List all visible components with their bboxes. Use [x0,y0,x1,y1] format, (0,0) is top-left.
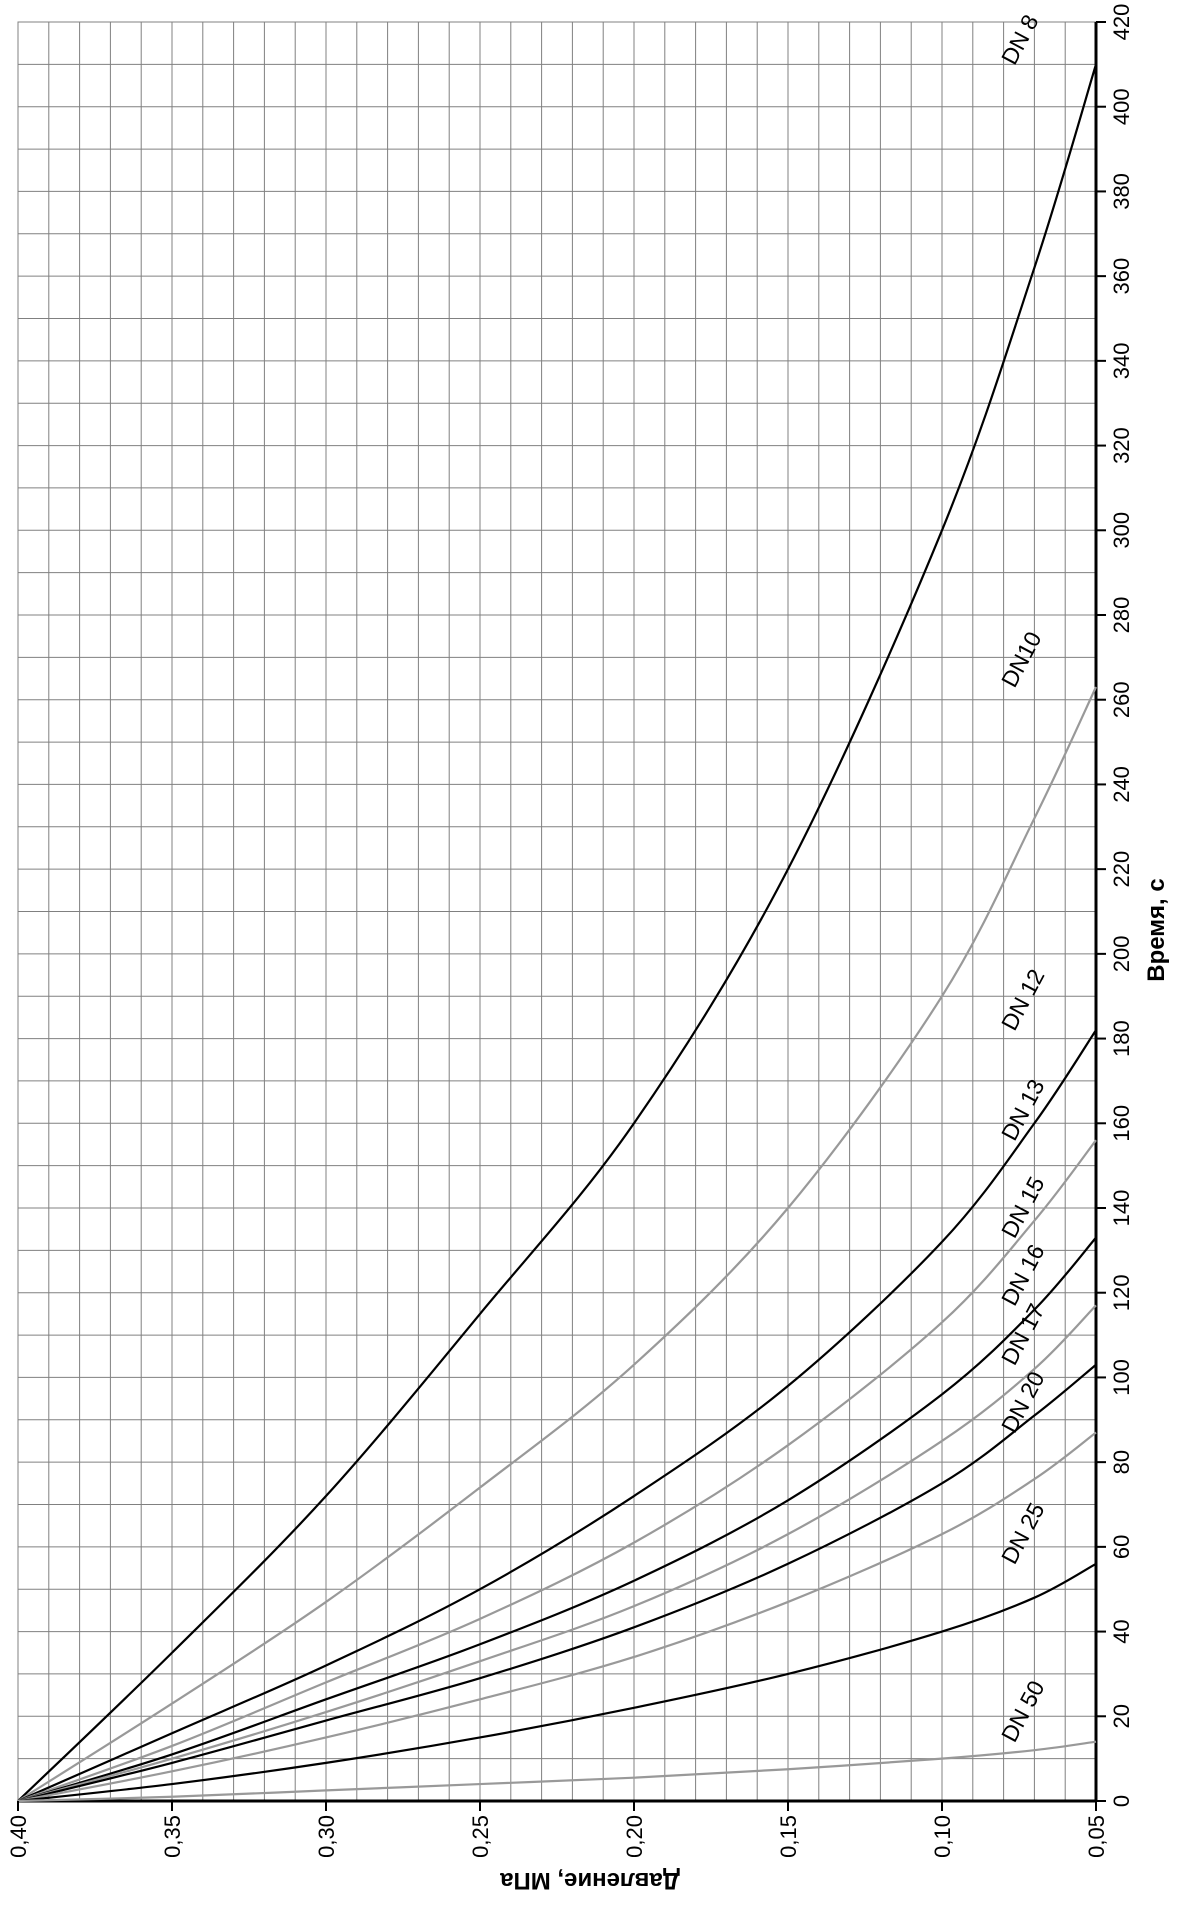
time-tick-label: 80 [1109,1450,1134,1474]
series-line-dn13 [17,1139,1097,1803]
time-tick-label: 280 [1109,597,1134,634]
pressure-tick-label: 0,25 [468,1815,493,1858]
series-line-dn25 [17,1562,1097,1803]
pressure-tick-label: 0,05 [1084,1815,1109,1858]
series-line-dn20 [17,1431,1097,1803]
time-tick-label: 120 [1109,1274,1134,1311]
pressure-tick-label: 0,10 [930,1815,955,1858]
time-tick-label: 160 [1109,1105,1134,1142]
plot-frame [17,21,1098,1803]
time-tick-label: 0 [1109,1795,1134,1807]
pressure-tick-label: 0,30 [314,1815,339,1858]
pressure-tick-labels: 0,40 0,35 0,30 0,25 0,20 0,15 0,10 0,05 [6,1801,1109,1858]
time-tick-label: 40 [1109,1619,1134,1643]
time-tick-label: 20 [1109,1704,1134,1728]
time-tick-label: 320 [1109,427,1134,464]
time-tick-label: 100 [1109,1359,1134,1396]
time-tick-label: 360 [1109,258,1134,295]
series-lines [17,64,1098,1803]
time-tick-label: 380 [1109,173,1134,210]
series-line-dn15 [17,1236,1097,1803]
pressure-tick-label: 0,15 [776,1815,801,1858]
time-tick-label: 300 [1109,512,1134,549]
time-tick-label: 400 [1109,88,1134,125]
series-line-dn10 [17,686,1097,1802]
time-tick-label: 180 [1109,1020,1134,1057]
series-line-dn50 [17,1740,1097,1803]
time-tick-label: 240 [1109,766,1134,803]
grid [17,21,1097,1802]
series-line-dn17 [17,1363,1097,1803]
series-line-dn12 [17,1029,1097,1803]
time-tick-labels: 0 20 40 60 80 100 120 140 160 180 200 220 240 260 280 3… [1096,4,1134,1807]
series-line-dn16 [17,1304,1097,1803]
time-tick-label: 200 [1109,935,1134,972]
pressure-tick-label: 0,20 [622,1815,647,1858]
pressure-tick-label: 0,40 [6,1815,31,1858]
series-line-dn8 [17,64,1098,1802]
time-tick-label: 220 [1109,851,1134,888]
time-tick-label: 260 [1109,681,1134,718]
pressure-tick-label: 0,35 [160,1815,185,1858]
time-tick-label: 340 [1109,342,1134,379]
pressure-axis-title: Давление, МПа [500,1867,680,1894]
time-tick-label: 60 [1109,1535,1134,1559]
time-tick-label: 140 [1109,1190,1134,1227]
time-axis-title: Время, с [1143,878,1170,981]
time-tick-label: 420 [1109,4,1134,41]
